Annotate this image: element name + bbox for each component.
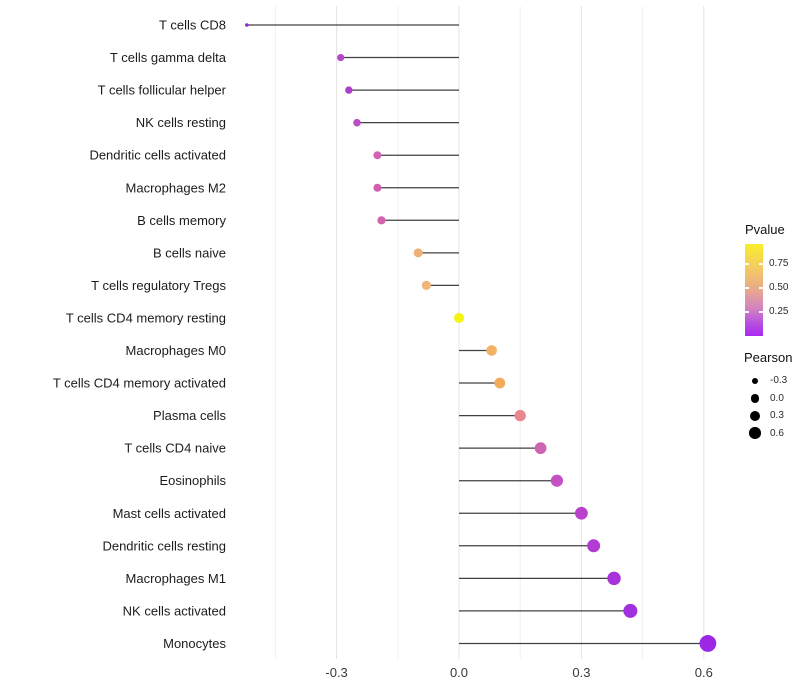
pvalue-tick-label: 0.25 [769, 306, 789, 317]
lollipop-dot [587, 539, 601, 553]
pearson-size-dot [749, 410, 761, 421]
category-label: Dendritic cells resting [102, 538, 226, 553]
category-label: Macrophages M1 [126, 571, 226, 586]
category-label: Plasma cells [153, 408, 226, 423]
lollipop-dot [575, 506, 588, 520]
pvalue-colorbar [745, 244, 763, 336]
pearson-size-dot [750, 393, 760, 403]
category-label: T cells CD8 [159, 18, 226, 33]
pearson-legend-row: -0.3 [744, 372, 792, 390]
category-label: Dendritic cells activated [89, 148, 226, 163]
x-axis-tick-label: 0.0 [450, 665, 468, 680]
category-label: B cells memory [137, 213, 226, 228]
pearson-legend-title: Pearson [744, 350, 793, 365]
pvalue-legend-title: Pvalue [745, 222, 785, 237]
category-label: B cells naive [153, 245, 226, 260]
pearson-dot-box [744, 427, 766, 440]
category-label: NK cells resting [136, 115, 226, 130]
lollipop-dot [421, 280, 431, 290]
lollipop-dot [607, 571, 621, 586]
colorbar-tick-mark [759, 287, 763, 289]
lollipop-dot [337, 53, 345, 62]
lollipop-dot [345, 86, 353, 94]
lollipop-dot [373, 183, 382, 192]
pearson-dot-box [744, 393, 766, 403]
pvalue-legend: Pvalue 0.75 0.50 0.25 [745, 222, 800, 336]
colorbar-tick-mark [759, 263, 763, 265]
category-label: Macrophages M0 [126, 343, 226, 358]
x-axis-tick-label: 0.6 [695, 665, 713, 680]
pearson-legend-row: 0.0 [744, 390, 792, 408]
pearson-legend-label: -0.3 [770, 375, 788, 387]
pearson-legend-label: 0.0 [770, 392, 784, 404]
pvalue-colorbar-row: 0.75 0.50 0.25 [745, 244, 800, 336]
pvalue-tick-label: 0.50 [769, 282, 789, 293]
x-axis-tick-label: 0.3 [572, 665, 590, 680]
pearson-dot-box [744, 410, 766, 421]
pearson-legend: Pearson -0.3 0.0 0.3 0.6 [744, 350, 792, 442]
lollipop-dot [377, 216, 386, 225]
pearson-legend-items: -0.3 0.0 0.3 0.6 [744, 372, 792, 442]
pearson-size-dot [749, 427, 761, 440]
category-label: T cells CD4 naive [124, 441, 226, 456]
colorbar-tick-mark [745, 263, 749, 265]
lollipop-dot [413, 248, 423, 258]
colorbar-tick-mark [759, 311, 763, 313]
category-label: Monocytes [163, 636, 226, 651]
category-label: NK cells activated [123, 603, 226, 618]
pvalue-colorbar-labels: 0.75 0.50 0.25 [769, 244, 800, 336]
lollipop-dot [353, 118, 361, 127]
category-label: T cells regulatory Tregs [91, 278, 226, 293]
lollipop-dot [245, 23, 249, 27]
pearson-size-dot [751, 377, 759, 384]
lollipop-dot [494, 377, 506, 389]
pearson-legend-label: 0.6 [770, 427, 784, 439]
lollipop-dot [534, 442, 547, 455]
pearson-legend-row: 0.3 [744, 407, 792, 425]
category-label: Mast cells activated [113, 506, 226, 521]
category-label: T cells follicular helper [98, 83, 227, 98]
lollipop-dot [550, 474, 564, 487]
lollipop-dot [623, 603, 638, 618]
lollipop-dot [486, 345, 497, 356]
category-label: Macrophages M2 [126, 180, 226, 195]
colorbar-tick-mark [745, 311, 749, 313]
pearson-legend-label: 0.3 [770, 410, 784, 422]
colorbar-tick-mark [745, 287, 749, 289]
lollipop-dot [373, 151, 382, 160]
category-label: T cells gamma delta [110, 50, 227, 65]
pvalue-tick-label: 0.75 [769, 258, 789, 269]
x-axis-tick-label: -0.3 [325, 665, 347, 680]
pearson-dot-box [744, 377, 766, 384]
category-label: T cells CD4 memory activated [53, 376, 226, 391]
category-label: T cells CD4 memory resting [66, 310, 226, 325]
category-label: Eosinophils [160, 473, 227, 488]
lollipop-dot [454, 312, 464, 323]
lollipop-dot [699, 635, 717, 652]
pearson-legend-row: 0.6 [744, 425, 792, 443]
lollipop-dot [514, 409, 526, 422]
